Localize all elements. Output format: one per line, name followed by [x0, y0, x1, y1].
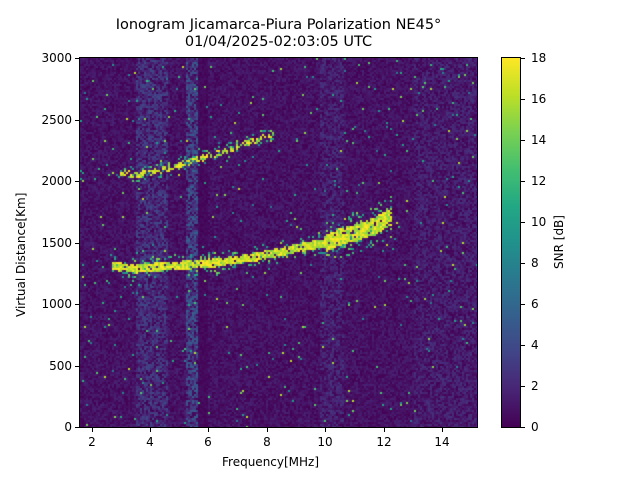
x-tick	[384, 428, 385, 432]
colorbar-tick	[521, 222, 525, 223]
y-tick-label: 500	[49, 359, 72, 373]
colorbar-tick-label: 12	[531, 174, 547, 188]
y-tick	[75, 304, 79, 305]
x-tick	[208, 428, 209, 432]
colorbar-tick-label: 18	[531, 51, 547, 65]
x-tick-label: 4	[146, 435, 154, 449]
colorbar-tick-label: 10	[531, 215, 547, 229]
y-axis-label: Virtual Distance[Km]	[14, 192, 28, 317]
x-tick	[442, 428, 443, 432]
colorbar-tick-label: 8	[531, 256, 539, 270]
colorbar-tick-label: 2	[531, 379, 539, 393]
y-tick	[75, 366, 79, 367]
colorbar-tick	[521, 345, 525, 346]
y-tick-label: 3000	[41, 51, 72, 65]
colorbar-tick	[521, 304, 525, 305]
y-tick	[75, 58, 79, 59]
x-tick-label: 2	[88, 435, 96, 449]
colorbar-tick-label: 14	[531, 133, 547, 147]
colorbar-tick-label: 4	[531, 338, 539, 352]
x-tick-label: 14	[434, 435, 450, 449]
colorbar-tick	[521, 427, 525, 428]
x-tick-label: 12	[376, 435, 392, 449]
y-tick-label: 0	[64, 420, 72, 434]
x-tick	[92, 428, 93, 432]
colorbar-tick-label: 16	[531, 92, 547, 106]
colorbar-tick	[521, 99, 525, 100]
y-tick-label: 2500	[41, 113, 72, 127]
x-tick	[267, 428, 268, 432]
colorbar-tick	[521, 58, 525, 59]
y-tick	[75, 181, 79, 182]
y-tick-label: 2000	[41, 174, 72, 188]
x-tick-label: 8	[263, 435, 271, 449]
y-tick-label: 1000	[41, 297, 72, 311]
colorbar-tick	[521, 386, 525, 387]
x-axis-label: Frequency[MHz]	[222, 455, 320, 469]
x-tick	[325, 428, 326, 432]
chart-title-line1: Ionogram Jicamarca-Piura Polarization NE…	[115, 17, 442, 33]
colorbar-tick	[521, 140, 525, 141]
y-tick	[75, 243, 79, 244]
colorbar-tick	[521, 263, 525, 264]
colorbar-tick	[521, 181, 525, 182]
x-tick-label: 10	[317, 435, 333, 449]
x-tick-label: 6	[204, 435, 212, 449]
y-tick-label: 1500	[41, 236, 72, 250]
colorbar-tick-label: 6	[531, 297, 539, 311]
colorbar-tick-label: 0	[531, 420, 539, 434]
x-tick	[150, 428, 151, 432]
ionogram-heatmap	[80, 58, 477, 427]
colorbar-label: SNR [dB]	[552, 215, 566, 269]
y-tick	[75, 120, 79, 121]
y-tick	[75, 427, 79, 428]
colorbar	[502, 58, 520, 427]
chart-title-line2: 01/04/2025-02:03:05 UTC	[184, 34, 373, 50]
